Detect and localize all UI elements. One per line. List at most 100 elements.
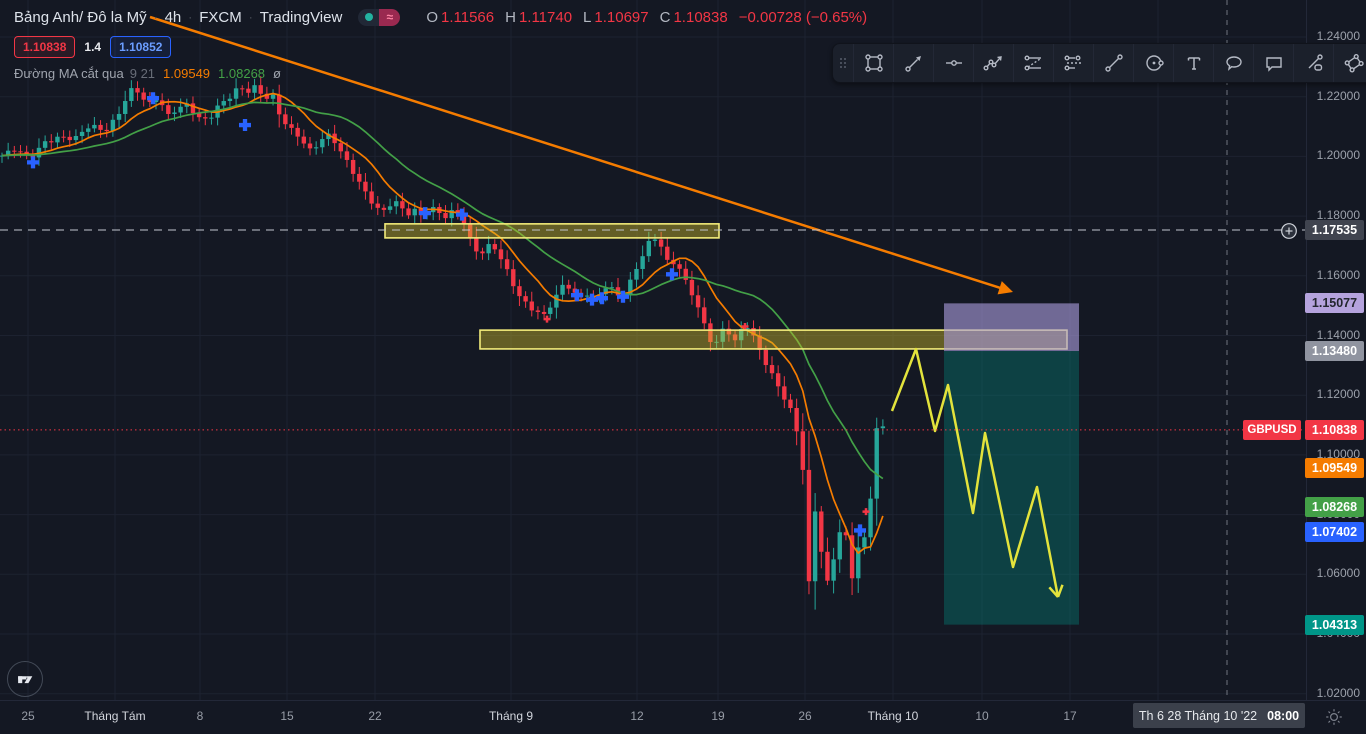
indicator-value-ma21: 1.08268 — [218, 66, 266, 81]
stop-zone[interactable] — [944, 303, 1079, 352]
supply-zone[interactable] — [384, 223, 720, 239]
symbol-tag-label: GBPUSD — [1243, 419, 1301, 440]
entry-level-label[interactable]: 1.13480 — [1305, 341, 1364, 362]
ma21-line — [1, 101, 884, 480]
add-alert-button[interactable] — [1280, 222, 1298, 245]
note-line-icon — [1308, 54, 1323, 71]
symbol-row: Bảng Anh/ Đô la Mỹ · 4h · FXCM · Trading… — [14, 6, 867, 28]
text-tool[interactable] — [1173, 44, 1213, 82]
red-price-chip[interactable]: 1.10838 — [14, 36, 76, 58]
chart-canvas[interactable] — [0, 0, 1306, 700]
ohlc-values: O 1.11566 H 1.11740 L 1.10697 C 1.10838 −0.0… — [426, 9, 867, 26]
short-position-boxes — [944, 303, 1079, 625]
price-tick: 1.20000 — [1316, 148, 1360, 163]
time-tick: 8 — [196, 709, 204, 723]
downtrend-arrow — [149, 15, 1013, 295]
symbol-title[interactable]: Bảng Anh/ Đô la Mỹ — [14, 8, 147, 26]
interval-value[interactable]: 4h — [164, 8, 182, 26]
ma21-price-label[interactable]: 1.08268 — [1305, 496, 1364, 517]
rotated-rectangle-tool[interactable] — [1333, 44, 1366, 82]
stop-level-label[interactable]: 1.15077 — [1305, 293, 1364, 314]
price-tick: 1.12000 — [1316, 387, 1360, 402]
grid-lines — [0, 0, 1306, 700]
blue-price-chip[interactable]: 1.10852 — [110, 36, 172, 58]
rotated-rectangle-icon — [1344, 53, 1364, 73]
zigzag-arrow-tool[interactable] — [973, 44, 1013, 82]
time-tick: Tháng 9 — [488, 709, 534, 723]
price-tick: 1.02000 — [1316, 685, 1360, 700]
arrow-tool[interactable] — [893, 44, 933, 82]
indicator-suffix: ø — [273, 66, 281, 81]
session-settings-button[interactable] — [1321, 704, 1347, 730]
trend-line-tool[interactable] — [1093, 44, 1133, 82]
price-tick: 1.16000 — [1316, 267, 1360, 282]
note-line-tool[interactable] — [1293, 44, 1333, 82]
time-axis[interactable]: Th 6 28 Tháng 10 '22 08:00 25 Tháng Tám 8 1… — [0, 700, 1366, 734]
market-open-segment — [358, 8, 380, 26]
delayed-data-segment: ≈ — [379, 8, 401, 26]
ma9-price-label[interactable]: 1.09549 — [1305, 458, 1364, 479]
tradingview-logo[interactable] — [7, 661, 43, 697]
chart-legend: Bảng Anh/ Đô la Mỹ · 4h · FXCM · Trading… — [14, 6, 867, 81]
horizontal-line-tool[interactable] — [933, 44, 973, 82]
change-value: −0.00728 (−0.65%) — [738, 8, 868, 26]
ma-cross-markers — [27, 92, 870, 537]
price-tick: 1.24000 — [1316, 29, 1360, 43]
close-label: C — [659, 8, 671, 26]
callout-icon — [1265, 57, 1282, 72]
callout-tool[interactable] — [1253, 44, 1293, 82]
profit-zone[interactable] — [944, 351, 1079, 625]
crosshair-time: 08:00 — [1267, 708, 1300, 723]
open-value: 1.11566 — [440, 8, 495, 26]
separator-dot: · — [188, 10, 193, 24]
cross-price-label[interactable]: 1.07402 — [1305, 522, 1364, 543]
time-tick: 26 — [798, 709, 812, 723]
market-open-dot-icon — [364, 13, 373, 21]
rectangle-icon — [864, 54, 883, 72]
indicator-params: 9 21 — [129, 66, 156, 81]
forecast-zigzag-arrow — [890, 347, 1064, 598]
price-tick: 1.10000 — [1316, 446, 1360, 461]
alert-chips-row: 1.10838 1.4 1.10852 — [14, 36, 867, 58]
separator-dot: · — [248, 10, 253, 24]
sun-icon — [1326, 709, 1342, 725]
indicator-name[interactable]: Đường MA cắt qua — [14, 66, 124, 81]
moving-averages — [1, 92, 884, 554]
trend-line-icon — [1104, 54, 1123, 72]
balloon-tool[interactable] — [1213, 44, 1253, 82]
last-price-label[interactable]: 1.10838 — [1305, 419, 1364, 440]
time-tick: Tháng Tám — [84, 709, 146, 723]
plus-circle-icon — [1281, 223, 1297, 239]
fib-extension-icon — [1064, 55, 1081, 71]
high-value: 1.11740 — [518, 8, 573, 26]
speech-balloon-icon — [1225, 56, 1242, 71]
rectangle-tool[interactable] — [853, 44, 893, 82]
price-tick: 1.18000 — [1316, 208, 1360, 223]
drawing-toolbar — [832, 43, 1366, 83]
time-tick: 25 — [21, 709, 35, 723]
exchange-name[interactable]: FXCM — [199, 8, 242, 26]
open-label: O — [426, 8, 438, 26]
fib-extension-tool[interactable] — [1053, 44, 1093, 82]
target-price-label[interactable]: 1.04313 — [1305, 614, 1364, 635]
indicator-row[interactable]: Đường MA cắt qua 9 21 1.09549 1.08268 ø — [14, 66, 867, 81]
high-label: H — [505, 8, 516, 26]
price-tick: 1.22000 — [1316, 88, 1360, 103]
price-tick: 1.14000 — [1316, 327, 1360, 342]
ellipse-tool[interactable] — [1133, 44, 1173, 82]
supply-zones — [384, 223, 1068, 350]
platform-name[interactable]: TradingView — [259, 8, 343, 26]
time-tick: Tháng 10 — [867, 709, 919, 723]
crosshair-price-label[interactable]: 1.17535 — [1305, 219, 1364, 240]
toolbar-drag-handle-icon[interactable] — [833, 44, 853, 82]
market-status-toggle[interactable]: ≈ — [358, 8, 401, 26]
ratio-value: 1.4 — [84, 40, 102, 54]
time-tick: 19 — [711, 709, 725, 723]
time-tick: 10 — [975, 709, 989, 723]
fib-retracement-tool[interactable] — [1013, 44, 1053, 82]
close-value: 1.10838 — [673, 8, 728, 26]
horizontal-line-icon — [945, 60, 962, 66]
fib-retracement-icon — [1024, 55, 1041, 71]
separator-dot: · — [153, 10, 158, 24]
